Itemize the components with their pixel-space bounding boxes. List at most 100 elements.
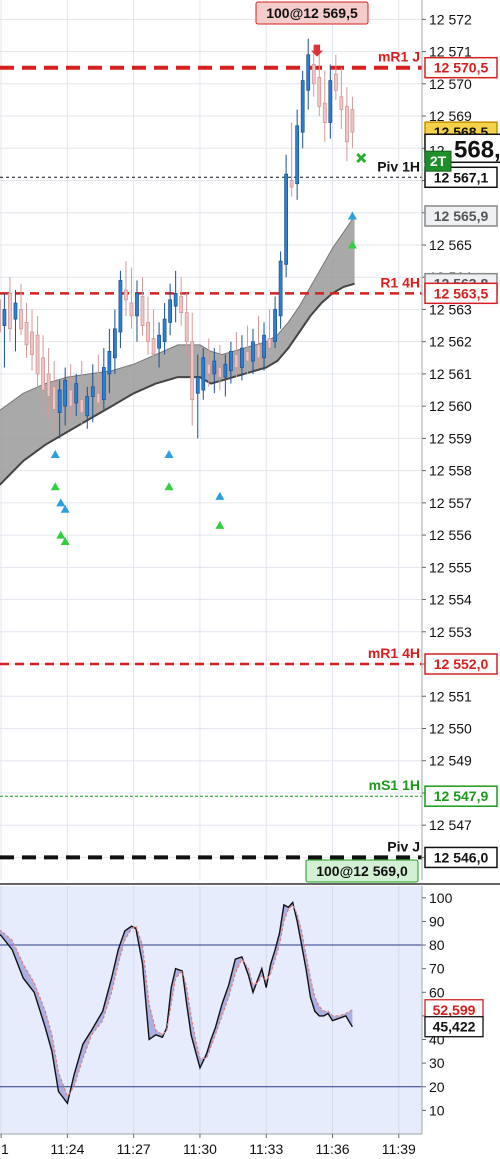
candle-body	[240, 347, 244, 368]
osc-tick-label: 80	[429, 937, 445, 953]
level-value: 12 547,9	[434, 788, 489, 804]
candle-body	[35, 334, 40, 375]
candle-body	[41, 357, 45, 391]
price-tick-label: 12 560	[429, 398, 472, 414]
candle-body	[173, 292, 178, 307]
candle-body	[295, 125, 300, 185]
candle-body	[251, 341, 255, 362]
signal-triangle	[60, 537, 70, 546]
level-2t-box	[424, 150, 452, 172]
osc-value: 52,599	[433, 1002, 476, 1018]
signal-triangle	[164, 450, 174, 459]
candle-body	[57, 389, 62, 413]
candle-body	[46, 373, 51, 397]
time-axis: 1 11:24 11:27 11:30 11:33 11:36 11:39	[0, 1133, 422, 1157]
signal-triangle	[56, 530, 66, 539]
candle-body	[85, 396, 90, 417]
sell-arrow-icon	[311, 44, 324, 57]
level-value-box	[424, 653, 498, 675]
candle-body	[135, 292, 139, 317]
candle-body	[345, 106, 349, 143]
level-name: Piv 1H	[377, 158, 420, 174]
candle-body	[63, 380, 68, 407]
level-value-box	[424, 166, 498, 189]
level-name: Piv J	[387, 838, 420, 854]
time-tick-label: 11:27	[117, 1141, 151, 1157]
candle-body	[339, 96, 344, 110]
order-tag-sell-box	[255, 1, 369, 25]
level-lines: mR1 J Piv 1H R1 4H mR1 4H mS1 1H Piv J	[0, 49, 422, 860]
candle-body	[19, 309, 23, 330]
level-name: mR1 4H	[368, 645, 420, 661]
candlesticks	[0, 38, 355, 439]
candle-body	[151, 338, 156, 355]
candle-body	[317, 77, 322, 107]
price-plot-area	[0, 0, 422, 880]
price-tick-label: 12 562	[429, 334, 472, 350]
level-value-box	[424, 205, 498, 227]
order-tag-buy: 100@12 569,0	[316, 863, 408, 879]
signal-triangle	[215, 491, 225, 500]
price-tick-label: 12 559	[429, 430, 472, 446]
candle-body	[2, 309, 7, 326]
price-tick-label: 12 551	[429, 688, 472, 704]
price-tick-label: 12 555	[429, 559, 472, 575]
price-tick-label: 12 554	[429, 592, 472, 608]
level-value: 12 565,9	[434, 208, 489, 224]
candle-body	[101, 367, 106, 401]
candle-body	[184, 312, 189, 343]
time-tick-label: 11:36	[316, 1141, 350, 1157]
candle-body	[162, 318, 167, 343]
level-value-box	[424, 56, 498, 79]
signal-triangle	[60, 504, 70, 513]
signal-triangle	[215, 520, 225, 529]
oscillator-lines	[0, 901, 353, 1105]
osc-tick-label: 100	[429, 890, 453, 906]
signal-triangles	[50, 211, 357, 546]
price-tick-label: 12 565	[429, 237, 472, 253]
level-name: R1 4H	[380, 274, 420, 290]
oscillator-grid	[0, 886, 422, 1134]
candle-body	[90, 386, 95, 397]
price-tick-label: 12 557	[429, 495, 472, 511]
level-value-box	[424, 846, 498, 869]
price-tick-label: 12 572	[429, 11, 472, 27]
candle-body	[140, 296, 145, 326]
osc-main-line	[0, 901, 353, 1105]
order-tag-sell: 100@12 569,5	[266, 5, 358, 21]
candle-body	[74, 383, 79, 404]
candle-body	[68, 389, 73, 407]
candle-body	[350, 109, 355, 133]
osc-value: 45,422	[433, 1019, 476, 1035]
level-value: 12 567,1	[434, 169, 489, 185]
time-tick-label: 11:39	[382, 1141, 416, 1157]
candle-body	[129, 302, 134, 317]
level-value-box	[424, 785, 498, 807]
price-tick-label: 12 547	[429, 817, 472, 833]
osc-tick-label: 10	[429, 1102, 445, 1118]
osc-signal-line	[0, 903, 353, 1098]
candle-body	[96, 392, 101, 404]
candle-body	[333, 73, 338, 91]
candle-body	[212, 360, 217, 375]
time-tick-label: 11:30	[183, 1141, 217, 1157]
candle-body	[229, 351, 233, 372]
candle-body	[311, 64, 316, 85]
price-tick-label: 12 556	[429, 527, 472, 543]
candle-body	[124, 289, 128, 301]
osc-tick-label: 90	[429, 913, 445, 929]
candle-body	[179, 296, 184, 314]
signal-triangle	[50, 482, 60, 491]
signal-triangle	[347, 211, 357, 220]
candle-body	[206, 363, 211, 375]
level-value: 12 552,0	[434, 656, 489, 672]
cross-marker-icon	[356, 152, 367, 163]
signal-triangle	[56, 498, 66, 507]
time-tick-label: 11:33	[249, 1141, 283, 1157]
candle-body	[52, 386, 56, 410]
signal-triangle	[164, 482, 174, 491]
price-tick-label: 12 553	[429, 624, 472, 640]
time-tick-label: 1	[1, 1141, 9, 1157]
